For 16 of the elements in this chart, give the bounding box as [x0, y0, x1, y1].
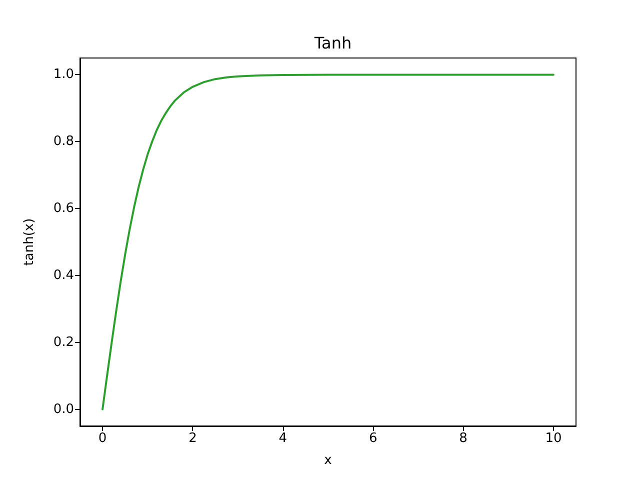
x-tick-label: 8	[459, 431, 468, 446]
y-tick-label: 0.4	[53, 268, 74, 283]
x-tick-label: 10	[545, 431, 562, 446]
x-tick-label: 2	[188, 431, 197, 446]
y-axis-title: tanh(x)	[22, 218, 37, 266]
x-tick-label: 0	[98, 431, 107, 446]
y-tick-label: 1.0	[53, 67, 74, 82]
x-tick-label: 6	[368, 431, 378, 446]
y-tick-label: 0.2	[53, 334, 74, 350]
line-series	[102, 74, 554, 410]
chart-title: Tanh	[313, 34, 352, 52]
y-tick-label: 0.0	[53, 402, 74, 417]
y-tick-label: 0.6	[53, 201, 74, 216]
x-axis-title: x	[324, 453, 332, 468]
x-tick-label: 4	[278, 431, 288, 446]
y-tick-label: 0.8	[53, 134, 74, 150]
